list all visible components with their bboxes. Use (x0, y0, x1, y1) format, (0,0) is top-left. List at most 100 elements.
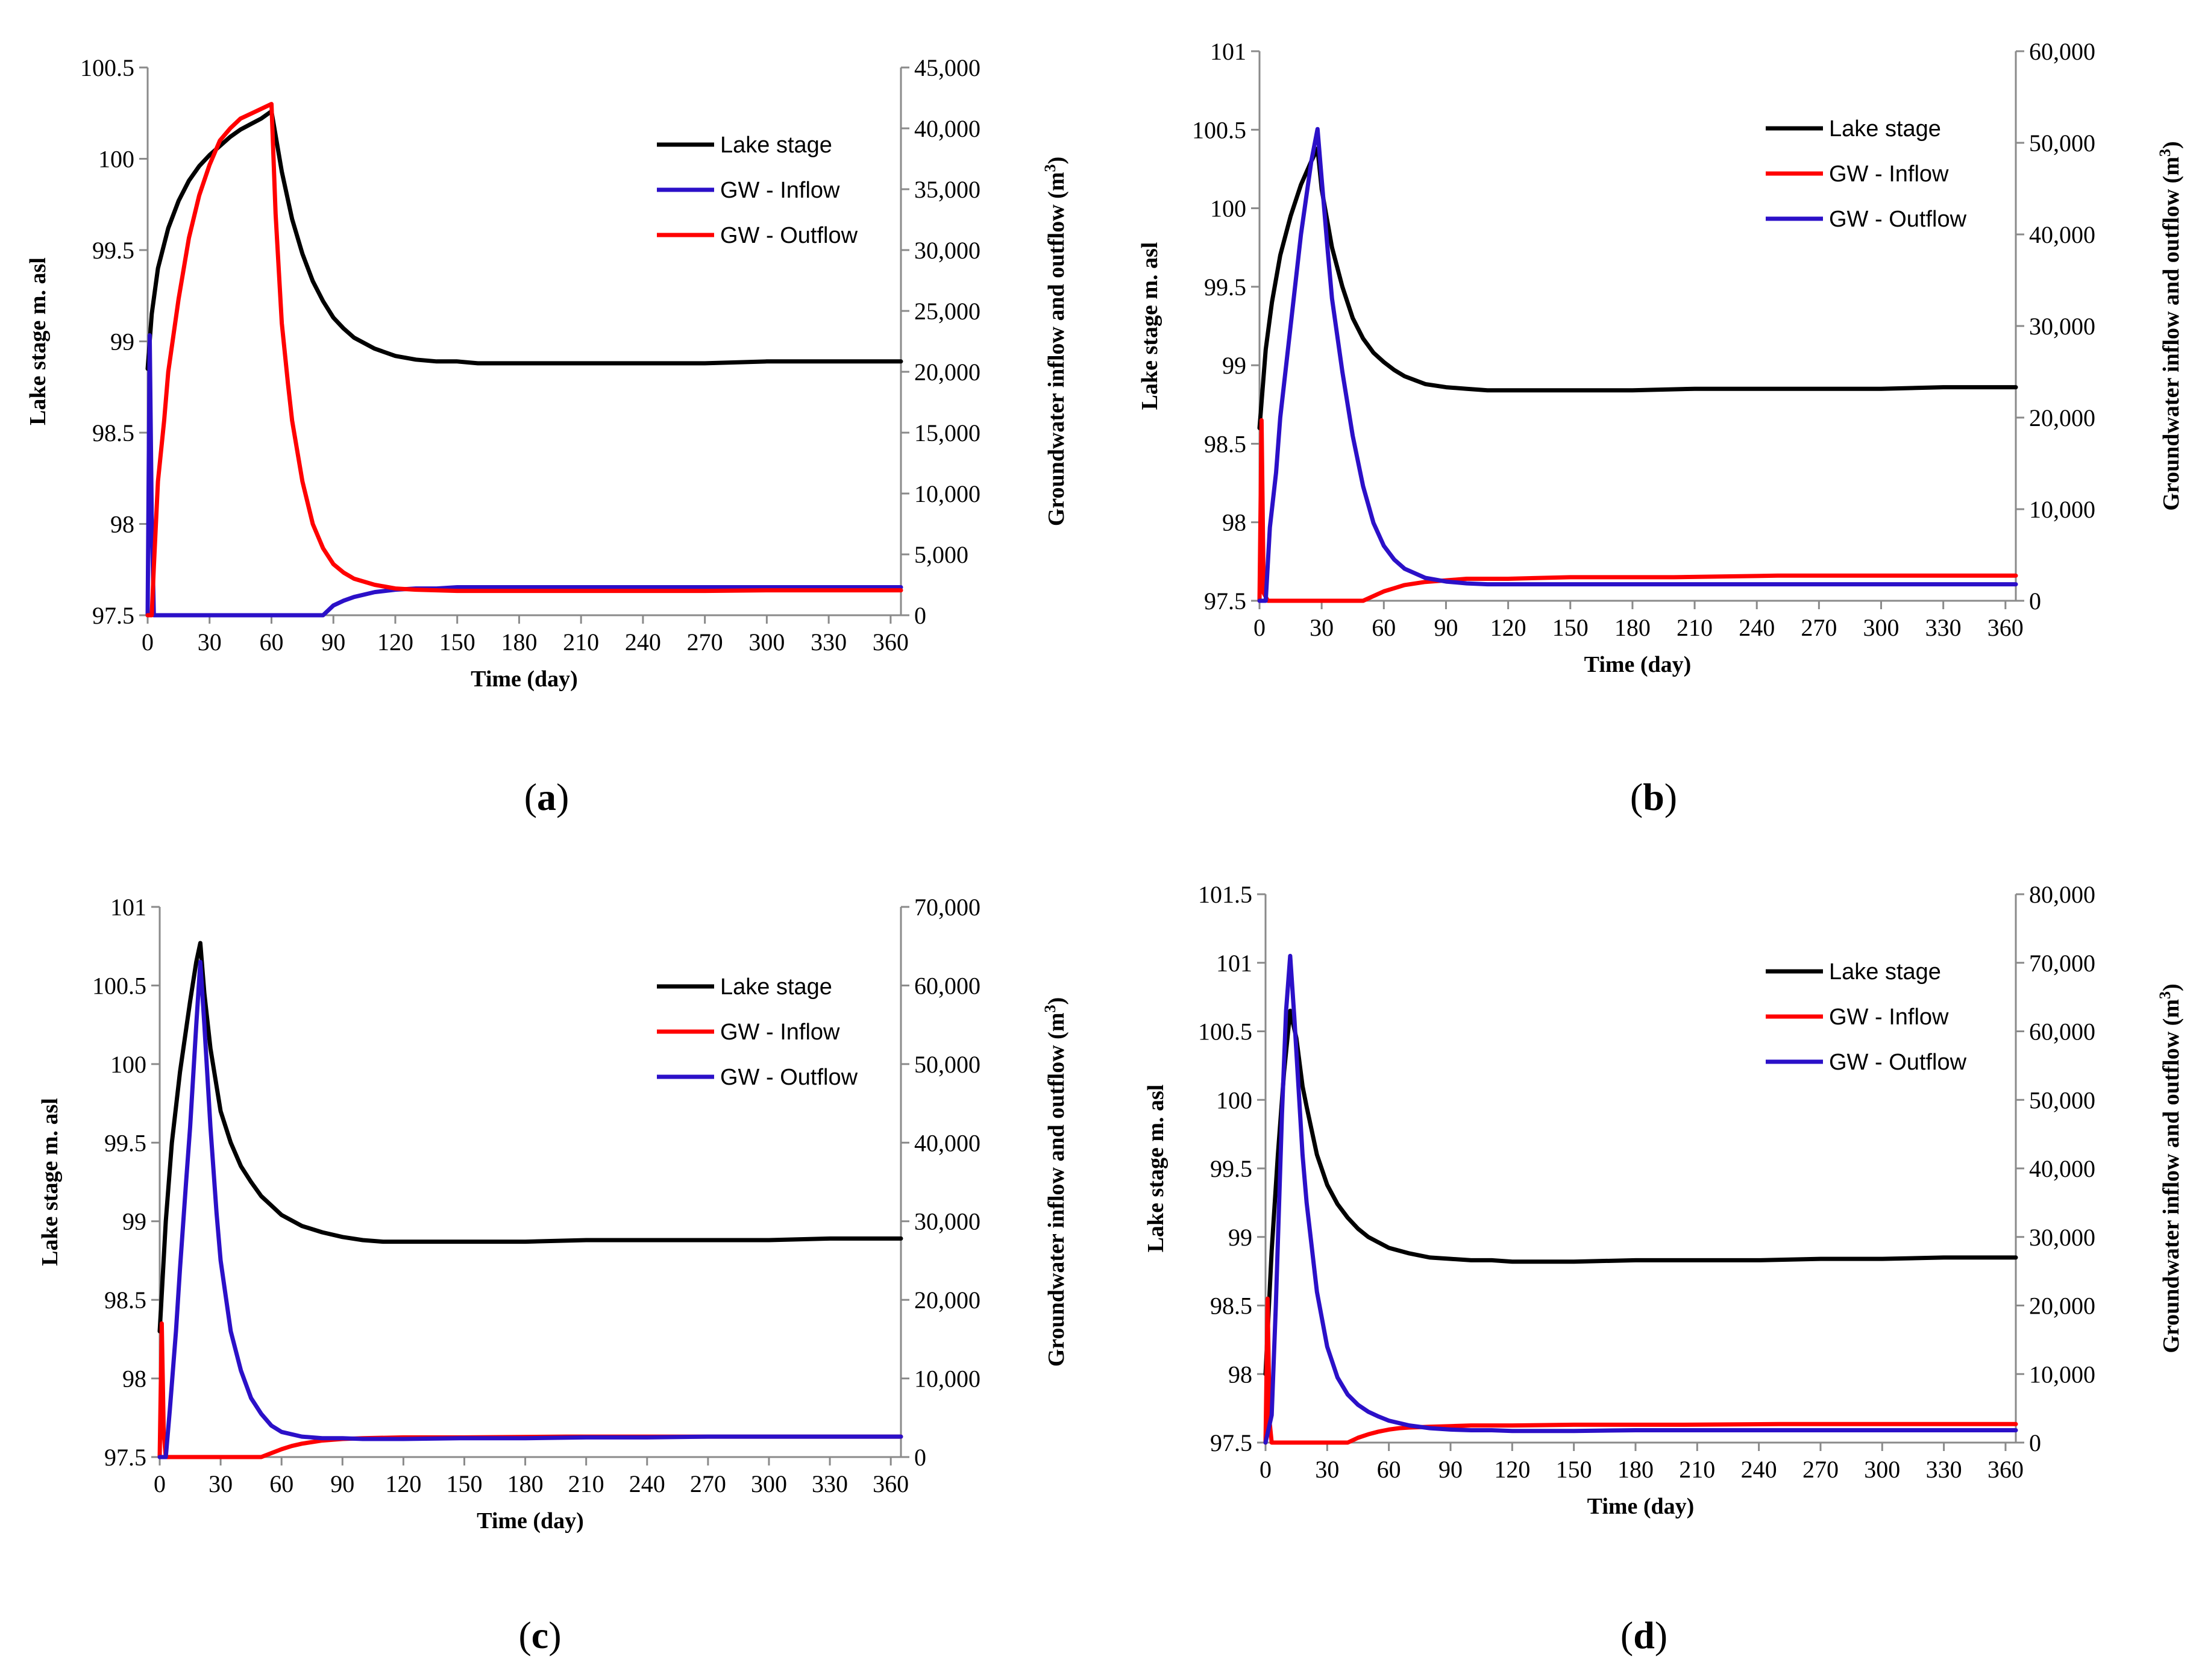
y2-tick-label: 50,000 (2029, 1086, 2095, 1114)
y2-axis-title-text: Groundwater inflow and outflow (m (2159, 999, 2184, 1353)
x-tick-label: 330 (812, 1470, 848, 1497)
y2-tick-label: 10,000 (2029, 1361, 2095, 1388)
y-tick-label: 100.5 (80, 54, 134, 81)
y-tick-label: 97.5 (92, 602, 134, 629)
x-tick-label: 60 (269, 1470, 293, 1497)
legend-label: Lake stage (720, 974, 832, 1000)
chart-panel-a: 0 30 60 90 120 150 180 210 240 270 300 330 360100.51… (25, 54, 1069, 818)
panel-caption: (d) (1620, 1614, 1667, 1656)
x-tick-label: 0 (1260, 1456, 1272, 1483)
y-tick-label: 100.5 (92, 972, 146, 999)
y2-axis-title: Groundwater inflow and outflow (m3) (1041, 997, 1070, 1367)
y2-tick-label: 20,000 (914, 1287, 980, 1314)
y2-tick-label: 30,000 (914, 1208, 980, 1235)
y-axis-title: Lake stage m. asl (25, 257, 51, 425)
y2-tick-label: 10,000 (914, 1365, 980, 1393)
y-tick-label: 99 (1228, 1224, 1252, 1251)
y-tick-label: 101.5 (1198, 881, 1252, 908)
x-axis-title: Time (day) (1584, 652, 1692, 677)
panel-caption-close: ) (1655, 1614, 1667, 1656)
x-tick-label: 60 (259, 628, 283, 656)
x-tick-label: 270 (1801, 614, 1837, 641)
y2-axis-title-sup: 3 (1041, 1005, 1059, 1013)
x-tick-label: 300 (1863, 614, 1900, 641)
x-tick-label: 120 (1494, 1456, 1530, 1483)
panel-caption: (b) (1630, 776, 1677, 818)
series-line-gw-inflow (145, 333, 903, 618)
series-line-gw-inflow (1263, 1296, 2018, 1445)
legend-label: GW - Outflow (1829, 1050, 1967, 1075)
x-tick-label: 240 (1741, 1456, 1777, 1483)
x-tick-label: 150 (1552, 614, 1589, 641)
legend-label: Lake stage (720, 133, 832, 158)
y2-tick-label: 20,000 (914, 359, 980, 386)
x-tick-label: 270 (687, 628, 723, 656)
legend-label: GW - Outflow (720, 223, 858, 248)
x-tick-label: 150 (439, 628, 475, 656)
y-tick-label: 98.5 (92, 419, 134, 447)
x-tick-label: 90 (1434, 614, 1458, 641)
y2-tick-label: 40,000 (914, 1129, 980, 1156)
x-tick-label: 330 (811, 628, 847, 656)
series-line-lake-stage (145, 109, 903, 371)
x-tick-label: 270 (690, 1470, 726, 1497)
x-tick-label: 60 (1377, 1456, 1401, 1483)
y2-axis-title-end: ) (1044, 997, 1069, 1005)
y2-tick-label: 45,000 (914, 54, 980, 81)
y2-axis-title-text: Groundwater inflow and outflow (m (2159, 157, 2184, 511)
y2-tick-label: 60,000 (2029, 38, 2095, 65)
panel-caption-close: ) (548, 1614, 561, 1656)
legend-label: GW - Outflow (1829, 207, 1967, 232)
y-tick-label: 98 (1222, 509, 1246, 536)
y-tick-label: 99.5 (1204, 274, 1246, 301)
y2-axis-title-end: ) (2159, 983, 2184, 991)
chart-panel-b: 0 30 60 90 120 150 180 210 240 270 300 330 360101100… (1137, 38, 2184, 818)
y-tick-label: 100.5 (1198, 1018, 1252, 1045)
y-tick-label: 98.5 (104, 1287, 146, 1314)
x-axis-title: Time (day) (477, 1508, 584, 1534)
y2-tick-label: 70,000 (2029, 950, 2095, 977)
y-axis-title: Lake stage m. asl (1137, 242, 1162, 410)
y2-axis-title-end: ) (1044, 157, 1069, 165)
y2-axis-title: Groundwater inflow and outflow (m3) (2156, 141, 2185, 510)
x-tick-label: 210 (563, 628, 599, 656)
y-tick-label: 99 (1222, 352, 1246, 379)
y2-tick-label: 60,000 (914, 972, 980, 999)
y-tick-label: 97.5 (1210, 1429, 1252, 1456)
x-tick-label: 360 (873, 628, 909, 656)
legend-label: GW - Inflow (720, 1020, 840, 1045)
y2-tick-label: 70,000 (914, 894, 980, 921)
y-tick-label: 98.5 (1210, 1293, 1252, 1320)
y2-axis-title-text: Groundwater inflow and outflow (m (1044, 172, 1069, 527)
panel-caption: (a) (524, 776, 569, 818)
panel-caption-close: ) (556, 776, 569, 818)
x-axis-title: Time (day) (471, 666, 578, 692)
panel-caption: (c) (518, 1614, 561, 1656)
x-tick-label: 30 (1315, 1456, 1339, 1483)
x-tick-label: 150 (1556, 1456, 1592, 1483)
panel-caption-open: ( (1630, 776, 1643, 818)
y-tick-label: 98 (122, 1365, 146, 1393)
panel-caption-letter: c (532, 1614, 548, 1656)
y2-tick-label: 20,000 (2029, 1293, 2095, 1320)
y-tick-label: 99.5 (104, 1129, 146, 1156)
y2-tick-label: 0 (914, 602, 926, 629)
panel-caption-open: ( (524, 776, 537, 818)
series-line-gw-outflow (1257, 127, 2018, 603)
y-tick-label: 99.5 (1210, 1155, 1252, 1182)
y-tick-label: 101 (110, 894, 146, 921)
y2-tick-label: 0 (2029, 588, 2041, 615)
y-tick-label: 100 (1210, 195, 1246, 222)
x-tick-label: 90 (321, 628, 345, 656)
y2-axis-title-sup: 3 (2156, 149, 2174, 157)
y2-axis-title-end: ) (2159, 141, 2184, 149)
panel-caption-letter: a (537, 776, 556, 818)
x-tick-label: 180 (501, 628, 537, 656)
legend-label: GW - Inflow (720, 178, 840, 203)
series-line-gw-outflow (145, 102, 903, 618)
x-tick-label: 60 (1372, 614, 1396, 641)
x-tick-label: 240 (629, 1470, 665, 1497)
y2-tick-label: 40,000 (914, 115, 980, 142)
series-line-gw-outflow (157, 959, 903, 1459)
x-tick-label: 0 (142, 628, 154, 656)
